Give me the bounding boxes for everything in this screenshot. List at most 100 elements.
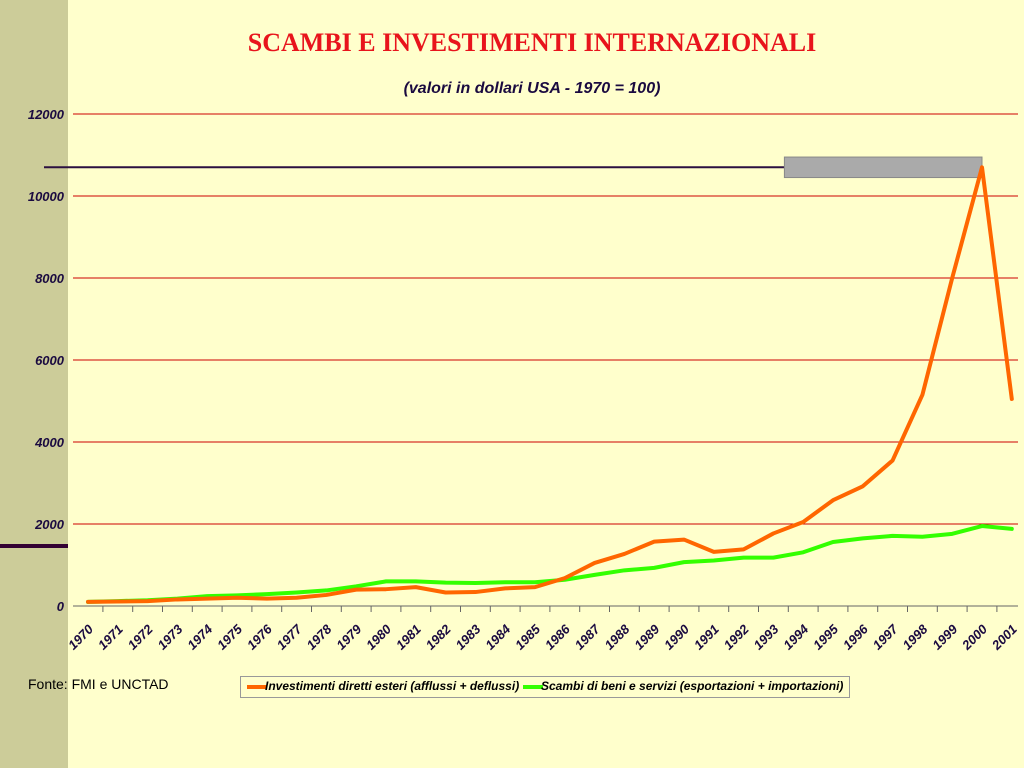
data-point-fdi (384, 587, 388, 591)
data-point-trade (861, 536, 865, 540)
x-tick-label: 1994 (780, 621, 812, 653)
data-point-trade (503, 580, 507, 584)
x-tick-label: 1993 (750, 621, 782, 653)
data-point-fdi (891, 458, 895, 462)
data-point-trade (533, 580, 537, 584)
data-point-fdi (265, 597, 269, 601)
data-point-trade (384, 579, 388, 583)
x-tick-label: 1988 (601, 621, 633, 653)
data-point-fdi (146, 599, 150, 603)
x-tick-label: 1983 (452, 621, 484, 653)
data-point-trade (950, 532, 954, 536)
data-point-trade (1010, 527, 1014, 531)
x-tick-label: 1973 (154, 621, 186, 653)
left-accent-bar (0, 544, 68, 548)
x-tick-label: 1991 (691, 622, 722, 653)
x-tick-label: 1999 (929, 621, 961, 653)
data-point-trade (473, 581, 477, 585)
data-point-fdi (771, 531, 775, 535)
data-point-trade (622, 568, 626, 572)
y-tick-label: 8000 (35, 271, 65, 286)
x-tick-label: 1978 (303, 621, 335, 653)
data-point-trade (891, 534, 895, 538)
x-tick-label: 1989 (631, 621, 663, 653)
x-tick-label: 1996 (840, 621, 872, 653)
x-tick-label: 1987 (572, 621, 604, 653)
data-point-fdi (652, 540, 656, 544)
peak-highlight-box (783, 156, 983, 179)
data-point-fdi (473, 590, 477, 594)
data-point-fdi (354, 588, 358, 592)
x-tick-label: 1986 (542, 621, 574, 653)
x-tick-label: 1971 (95, 622, 126, 653)
x-tick-label: 1974 (184, 621, 216, 653)
legend-label-fdi: Investimenti diretti esteri (afflussi + … (265, 679, 520, 693)
data-point-trade (354, 584, 358, 588)
data-point-fdi (1010, 397, 1014, 401)
data-point-trade (682, 560, 686, 564)
x-tick-label: 1995 (810, 621, 842, 653)
legend-swatch-fdi (247, 685, 267, 689)
data-point-fdi (563, 576, 567, 580)
left-decorative-band (0, 0, 68, 768)
data-point-fdi (235, 596, 239, 600)
x-tick-label: 1979 (333, 621, 365, 653)
data-point-trade (980, 524, 984, 528)
data-point-fdi (175, 597, 179, 601)
data-point-fdi (295, 596, 299, 600)
data-point-fdi (801, 520, 805, 524)
x-tick-label: 1997 (870, 621, 902, 653)
x-tick-label: 1970 (65, 621, 97, 653)
data-point-fdi (980, 165, 984, 169)
data-point-trade (801, 550, 805, 554)
data-point-fdi (444, 590, 448, 594)
x-tick-label: 1980 (363, 621, 395, 653)
data-point-trade (414, 579, 418, 583)
data-point-trade (920, 535, 924, 539)
y-tick-label: 10000 (28, 189, 65, 204)
data-point-trade (831, 540, 835, 544)
data-point-fdi (533, 585, 537, 589)
x-tick-label: 1984 (482, 621, 514, 653)
data-point-fdi (742, 547, 746, 551)
x-tick-label: 2000 (958, 621, 990, 653)
y-tick-label: 0 (57, 599, 65, 614)
data-point-trade (265, 592, 269, 596)
data-point-trade (295, 590, 299, 594)
data-point-fdi (831, 498, 835, 502)
data-point-fdi (712, 550, 716, 554)
chart-subtitle: (valori in dollari USA - 1970 = 100) (403, 80, 661, 97)
data-point-trade (712, 558, 716, 562)
y-tick-label: 6000 (35, 353, 65, 368)
x-tick-label: 1972 (125, 621, 157, 653)
chart-title: SCAMBI E INVESTIMENTI INTERNAZIONALI (247, 28, 817, 57)
data-point-trade (771, 556, 775, 560)
data-point-fdi (593, 561, 597, 565)
data-point-trade (593, 573, 597, 577)
data-point-fdi (622, 552, 626, 556)
y-tick-label: 4000 (34, 435, 65, 450)
data-point-fdi (86, 600, 90, 604)
x-tick-label: 1982 (423, 621, 455, 653)
data-point-fdi (950, 276, 954, 280)
x-tick-label: 1992 (721, 621, 753, 653)
x-tick-label: 1981 (393, 622, 424, 653)
data-point-trade (444, 581, 448, 585)
x-tick-label: 1975 (214, 621, 246, 653)
x-tick-label: 1977 (274, 621, 306, 653)
chart-legend: Investimenti diretti esteri (afflussi + … (240, 676, 850, 698)
data-point-fdi (861, 484, 865, 488)
x-tick-label: 1985 (512, 621, 544, 653)
x-tick-label: 1976 (244, 621, 276, 653)
x-tick-label: 2001 (988, 622, 1020, 654)
data-point-fdi (414, 585, 418, 589)
data-point-trade (652, 566, 656, 570)
data-point-fdi (682, 538, 686, 542)
data-point-fdi (324, 593, 328, 597)
x-tick-label: 1998 (899, 621, 931, 653)
series-line-trade (86, 524, 1014, 604)
series-line-fdi (86, 165, 1014, 604)
legend-swatch-trade (523, 685, 543, 689)
data-point-fdi (205, 597, 209, 601)
legend-label-trade: Scambi di beni e servizi (esportazioni +… (541, 679, 844, 693)
